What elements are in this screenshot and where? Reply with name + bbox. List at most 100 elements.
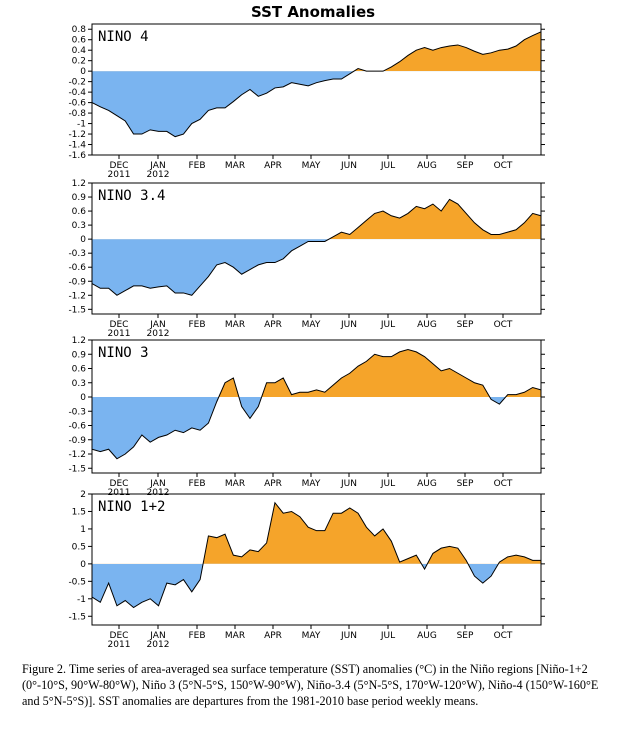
x-year-label: 2012	[147, 640, 170, 650]
y-tick-label: -1.2	[68, 291, 86, 301]
x-tick-label: JAN	[149, 631, 165, 641]
y-tick-label: 0.5	[72, 542, 86, 552]
y-tick-label: -1.5	[68, 464, 86, 474]
panel-nino-1-2: NINO 1+2 2 1.5 1 0.5 0 -0.5 -1 -1.5 DEC JAN FEB MAR A…	[68, 490, 545, 650]
y-tick-label: 0.3	[72, 379, 86, 389]
y-tick-label: -1.6	[68, 151, 86, 161]
panel-label: NINO 3.4	[98, 188, 165, 204]
panel-plot-area	[92, 31, 541, 138]
positive-anomaly-area	[92, 349, 541, 397]
positive-anomaly-area	[328, 199, 541, 240]
y-tick-label: -1	[77, 595, 86, 605]
x-tick-label: APR	[264, 161, 282, 171]
panel-label: NINO 3	[98, 345, 149, 361]
y-tick-label: 0.3	[72, 221, 86, 231]
y-tick-label: -1.5	[68, 612, 86, 622]
panel-nino-4: NINO 40.80.60.40.20-0.2-0.4-0.6-0.8-1-1.…	[68, 23, 545, 180]
x-tick-label: JUL	[380, 320, 395, 330]
x-year-label: 2012	[147, 329, 170, 339]
y-tick-label: 0.9	[72, 193, 87, 203]
y-tick-label: 0.4	[72, 46, 87, 56]
chart-title: SST Anomalies	[251, 3, 375, 21]
y-tick-label: 2	[80, 490, 86, 500]
x-tick-label: JUN	[340, 479, 357, 489]
x-tick-label: FEB	[188, 161, 205, 171]
y-tick-label: -1.4	[68, 141, 86, 151]
x-tick-label: APR	[264, 631, 282, 641]
y-tick-label: 1.5	[72, 507, 86, 517]
x-year-label: 2011	[108, 329, 131, 339]
x-tick-label: DEC	[110, 320, 129, 330]
negative-anomaly-area	[92, 397, 541, 459]
y-tick-label: 1	[80, 525, 86, 535]
y-tick-label: 0.2	[72, 57, 86, 67]
y-tick-label: -0.2	[68, 78, 86, 88]
x-tick-label: OCT	[494, 479, 513, 489]
x-tick-label: JUN	[340, 631, 357, 641]
panel-nino-3: NINO 3 1.2 0.9 0.6 0.3 0 -0.3 -0.6 -0.9 -1.2 -1.5 D…	[68, 336, 545, 498]
x-tick-label: MAY	[302, 479, 321, 489]
x-tick-label: MAY	[302, 320, 321, 330]
y-tick-label: -0.5	[68, 577, 86, 587]
x-tick-label: DEC	[110, 479, 129, 489]
negative-anomaly-area	[92, 71, 354, 137]
y-tick-label: 1.2	[72, 336, 86, 346]
x-tick-label: FEB	[188, 631, 205, 641]
x-tick-label: OCT	[494, 320, 513, 330]
x-tick-label: MAR	[225, 479, 245, 489]
panel-label: NINO 1+2	[98, 499, 165, 515]
series-line	[92, 348, 541, 460]
x-year-label: 2011	[108, 488, 131, 498]
y-tick-label: 0	[80, 67, 86, 77]
y-tick-label: 1.2	[72, 179, 86, 189]
x-tick-label: JAN	[149, 320, 165, 330]
y-tick-label: 0.8	[72, 25, 87, 35]
x-tick-label: MAR	[225, 631, 245, 641]
x-tick-label: MAR	[225, 320, 245, 330]
x-tick-label: SEP	[457, 479, 474, 489]
x-tick-label: SEP	[457, 161, 474, 171]
panel-plot-area	[92, 348, 541, 460]
y-tick-label: -0.3	[68, 407, 86, 417]
x-tick-label: OCT	[494, 631, 513, 641]
x-tick-label: MAR	[225, 161, 245, 171]
x-tick-label: DEC	[110, 161, 129, 171]
x-year-label: 2012	[147, 488, 170, 498]
x-tick-label: JUN	[340, 161, 357, 171]
y-tick-label: -0.6	[68, 263, 86, 273]
x-tick-label: DEC	[110, 631, 129, 641]
panel-plot-area	[92, 198, 541, 296]
y-tick-label: -0.9	[68, 436, 86, 446]
panel-nino-3-4: NINO 3.4 1.2 0.9 0.6 0.3 0 -0.3 -0.6 -0.9 -1.2 -1.…	[68, 179, 545, 339]
x-year-label: 2011	[108, 640, 131, 650]
panel-frame	[91, 23, 542, 156]
panel-plot-area	[92, 501, 541, 609]
y-tick-label: -0.6	[68, 422, 86, 432]
y-tick-label: 0.6	[72, 207, 87, 217]
y-tick-label: 0	[80, 393, 86, 403]
y-tick-label: 0	[80, 560, 86, 570]
y-tick-label: -1.2	[68, 130, 86, 140]
x-year-label: 2012	[147, 170, 170, 180]
x-tick-label: OCT	[494, 161, 513, 171]
negative-anomaly-area	[92, 563, 541, 608]
x-tick-label: JUL	[380, 479, 395, 489]
panel-frame	[91, 493, 542, 626]
panel-frame	[91, 182, 542, 315]
figure-caption: Figure 2. Time series of area-averaged s…	[22, 662, 599, 708]
y-tick-label: -0.8	[68, 109, 86, 119]
y-tick-label: 0.6	[72, 365, 87, 375]
x-tick-label: FEB	[188, 320, 205, 330]
series-line	[92, 501, 541, 609]
y-tick-label: -0.9	[68, 277, 86, 287]
x-tick-label: AUG	[417, 320, 437, 330]
x-tick-label: AUG	[417, 161, 437, 171]
x-tick-label: FEB	[188, 479, 205, 489]
x-tick-label: SEP	[457, 631, 474, 641]
series-line	[92, 198, 541, 296]
panel-label: NINO 4	[98, 29, 149, 45]
negative-anomaly-area	[92, 239, 541, 296]
x-tick-label: JAN	[149, 479, 165, 489]
x-tick-label: JAN	[149, 161, 165, 171]
x-tick-label: JUL	[380, 631, 395, 641]
